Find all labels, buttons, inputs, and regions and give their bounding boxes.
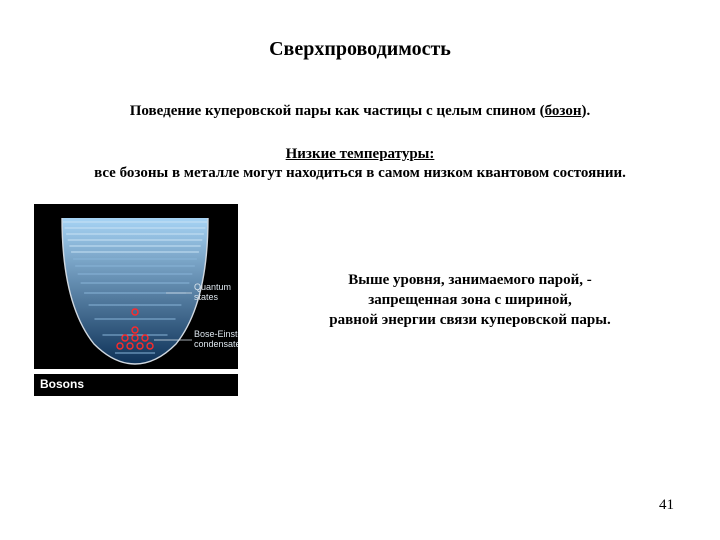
description-text: Выше уровня, занимаемого парой, - запрещ… <box>238 270 690 331</box>
bosons-diagram: Quantumstates Bose-Einsteincondensate Bos… <box>34 204 238 396</box>
subtitle: Поведение куперовской пары как частицы с… <box>0 103 720 120</box>
desc-line-1: Выше уровня, занимаемого парой, - <box>348 272 592 288</box>
subtitle-suffix: ). <box>581 103 590 119</box>
body-line: все бозоны в металле могут находиться в … <box>0 165 720 182</box>
svg-text:Bose-Einstein: Bose-Einstein <box>194 329 238 339</box>
page-title: Сверхпроводимость <box>0 0 720 61</box>
diagram-caption: Bosons <box>34 374 238 396</box>
section-heading: Низкие температуры: <box>0 146 720 163</box>
page-number: 41 <box>659 497 674 514</box>
subtitle-underlined: бозон <box>545 103 582 119</box>
svg-text:states: states <box>194 292 219 302</box>
content-row: Quantumstates Bose-Einsteincondensate Bos… <box>0 204 720 396</box>
svg-text:Quantum: Quantum <box>194 282 231 292</box>
desc-line-2: запрещенная зона с шириной, <box>368 292 572 308</box>
subtitle-prefix: Поведение куперовской пары как частицы с… <box>130 103 545 119</box>
svg-text:condensate: condensate <box>194 339 238 349</box>
desc-line-3: равной энергии связи куперовской пары. <box>329 312 610 328</box>
